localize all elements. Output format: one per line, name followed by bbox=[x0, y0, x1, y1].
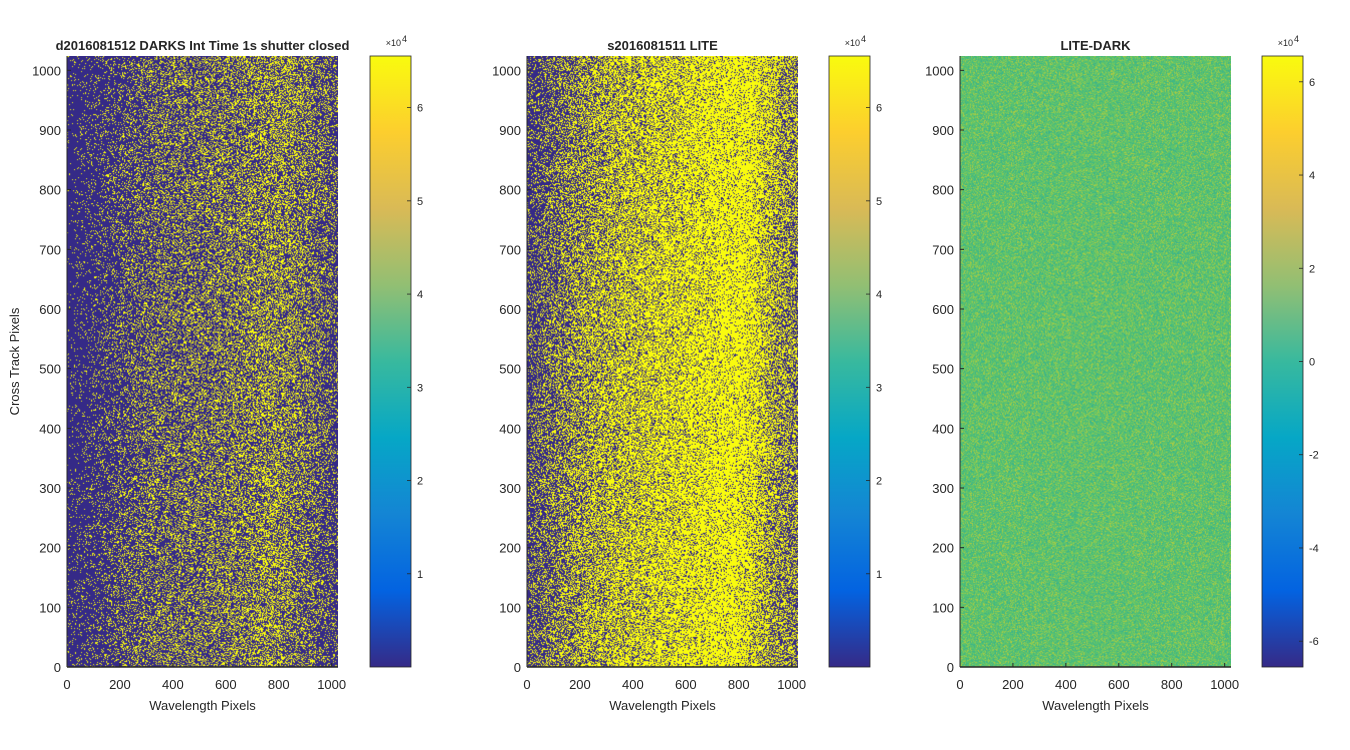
y-tick-label: 300 bbox=[499, 481, 521, 496]
y-tick-label: 800 bbox=[499, 183, 521, 198]
x-tick-label: 1000 bbox=[317, 677, 346, 692]
y-tick-label: 400 bbox=[499, 421, 521, 436]
y-axis-label: Cross Track Pixels bbox=[7, 307, 22, 415]
colorbar-tick-label: 6 bbox=[1309, 77, 1315, 89]
x-tick-label: 600 bbox=[215, 677, 237, 692]
colorbar-tick-label: -2 bbox=[1309, 450, 1319, 462]
y-tick-label: 700 bbox=[932, 242, 954, 257]
y-tick-label: 500 bbox=[39, 362, 61, 377]
y-tick-label: 500 bbox=[932, 362, 954, 377]
y-tick-label: 800 bbox=[932, 183, 954, 198]
panel-title: LITE-DARK bbox=[1060, 38, 1131, 53]
y-tick-label: 400 bbox=[932, 421, 954, 436]
colorbar-tick-label: 4 bbox=[876, 289, 882, 301]
colorbar-multiplier: ×10 bbox=[1278, 38, 1293, 48]
y-tick-label: 200 bbox=[499, 541, 521, 556]
y-tick-label: 300 bbox=[932, 481, 954, 496]
y-tick-label: 100 bbox=[39, 600, 61, 615]
y-tick-label: 600 bbox=[932, 302, 954, 317]
y-tick-label: 100 bbox=[499, 600, 521, 615]
colorbar-tick-label: 2 bbox=[1309, 263, 1315, 275]
x-tick-label: 800 bbox=[728, 677, 750, 692]
y-tick-label: 100 bbox=[932, 600, 954, 615]
colorbar-tick-label: 2 bbox=[876, 476, 882, 488]
x-tick-label: 200 bbox=[109, 677, 131, 692]
colorbar-tick-label: 1 bbox=[417, 569, 423, 581]
x-tick-label: 0 bbox=[63, 677, 70, 692]
y-tick-label: 900 bbox=[499, 123, 521, 138]
x-tick-label: 200 bbox=[569, 677, 591, 692]
colorbar-exponent: 4 bbox=[402, 34, 407, 44]
y-tick-label: 200 bbox=[39, 541, 61, 556]
x-tick-label: 200 bbox=[1002, 677, 1024, 692]
x-tick-label: 0 bbox=[523, 677, 530, 692]
colorbar-tick-label: 6 bbox=[417, 103, 423, 115]
x-tick-label: 400 bbox=[162, 677, 184, 692]
heatmap-image bbox=[960, 56, 1231, 667]
x-axis-label: Wavelength Pixels bbox=[609, 698, 716, 713]
y-tick-label: 600 bbox=[39, 302, 61, 317]
colorbar-tick-label: 1 bbox=[876, 569, 882, 581]
x-tick-label: 600 bbox=[1108, 677, 1130, 692]
y-tick-label: 0 bbox=[514, 660, 521, 675]
y-tick-label: 300 bbox=[39, 481, 61, 496]
colorbar-tick-label: 5 bbox=[417, 196, 423, 208]
colorbar-multiplier: ×10 bbox=[845, 38, 860, 48]
colorbar-exponent: 4 bbox=[1294, 34, 1299, 44]
y-tick-label: 400 bbox=[39, 421, 61, 436]
colorbar-tick-label: 2 bbox=[417, 476, 423, 488]
colorbar-tick-label: -4 bbox=[1309, 543, 1319, 555]
colorbar-tick-label: 4 bbox=[1309, 170, 1315, 182]
panel-title: s2016081511 LITE bbox=[607, 38, 718, 53]
panel-title: d2016081512 DARKS Int Time 1s shutter cl… bbox=[56, 38, 350, 53]
colorbar-exponent: 4 bbox=[861, 34, 866, 44]
y-tick-label: 900 bbox=[932, 123, 954, 138]
x-axis-label: Wavelength Pixels bbox=[149, 698, 256, 713]
x-tick-label: 1000 bbox=[1210, 677, 1239, 692]
y-tick-label: 500 bbox=[499, 362, 521, 377]
colorbar-tick-label: -6 bbox=[1309, 636, 1319, 648]
x-tick-label: 800 bbox=[1161, 677, 1183, 692]
y-tick-label: 700 bbox=[499, 242, 521, 257]
colorbar-tick-label: 4 bbox=[417, 289, 423, 301]
heatmap-panel-2: 0 200 400 600 800 1000 0 100 200 300 400 500 600 700 8… bbox=[492, 34, 882, 713]
y-tick-label: 600 bbox=[499, 302, 521, 317]
colorbar-multiplier: ×10 bbox=[386, 38, 401, 48]
y-tick-label: 900 bbox=[39, 123, 61, 138]
heatmap-image bbox=[67, 56, 338, 667]
y-tick-label: 700 bbox=[39, 242, 61, 257]
colorbar bbox=[1261, 55, 1304, 668]
colorbar bbox=[369, 55, 412, 668]
colorbar-tick-label: 0 bbox=[1309, 357, 1315, 369]
y-tick-label: 800 bbox=[39, 183, 61, 198]
y-tick-label: 1000 bbox=[32, 63, 61, 78]
heatmap-panel-1: 0 200 400 600 800 1000 0 100 200 300 400 500 600 700 8… bbox=[7, 34, 423, 713]
x-tick-label: 400 bbox=[622, 677, 644, 692]
heatmap-image bbox=[527, 56, 798, 667]
y-tick-label: 1000 bbox=[492, 63, 521, 78]
colorbar-tick-label: 3 bbox=[417, 382, 423, 394]
x-tick-label: 600 bbox=[675, 677, 697, 692]
x-tick-label: 400 bbox=[1055, 677, 1077, 692]
y-tick-label: 1000 bbox=[925, 63, 954, 78]
y-tick-label: 0 bbox=[54, 660, 61, 675]
colorbar-tick-label: 3 bbox=[876, 382, 882, 394]
colorbar-tick-label: 6 bbox=[876, 103, 882, 115]
y-tick-label: 200 bbox=[932, 541, 954, 556]
x-tick-label: 0 bbox=[956, 677, 963, 692]
y-tick-label: 0 bbox=[947, 660, 954, 675]
colorbar bbox=[828, 55, 871, 668]
x-axis-label: Wavelength Pixels bbox=[1042, 698, 1149, 713]
colorbar-tick-label: 5 bbox=[876, 196, 882, 208]
heatmap-panel-3: 0 200 400 600 800 1000 0 100 200 300 400 500 600 700 8… bbox=[925, 34, 1319, 713]
x-tick-label: 1000 bbox=[777, 677, 806, 692]
x-tick-label: 800 bbox=[268, 677, 290, 692]
